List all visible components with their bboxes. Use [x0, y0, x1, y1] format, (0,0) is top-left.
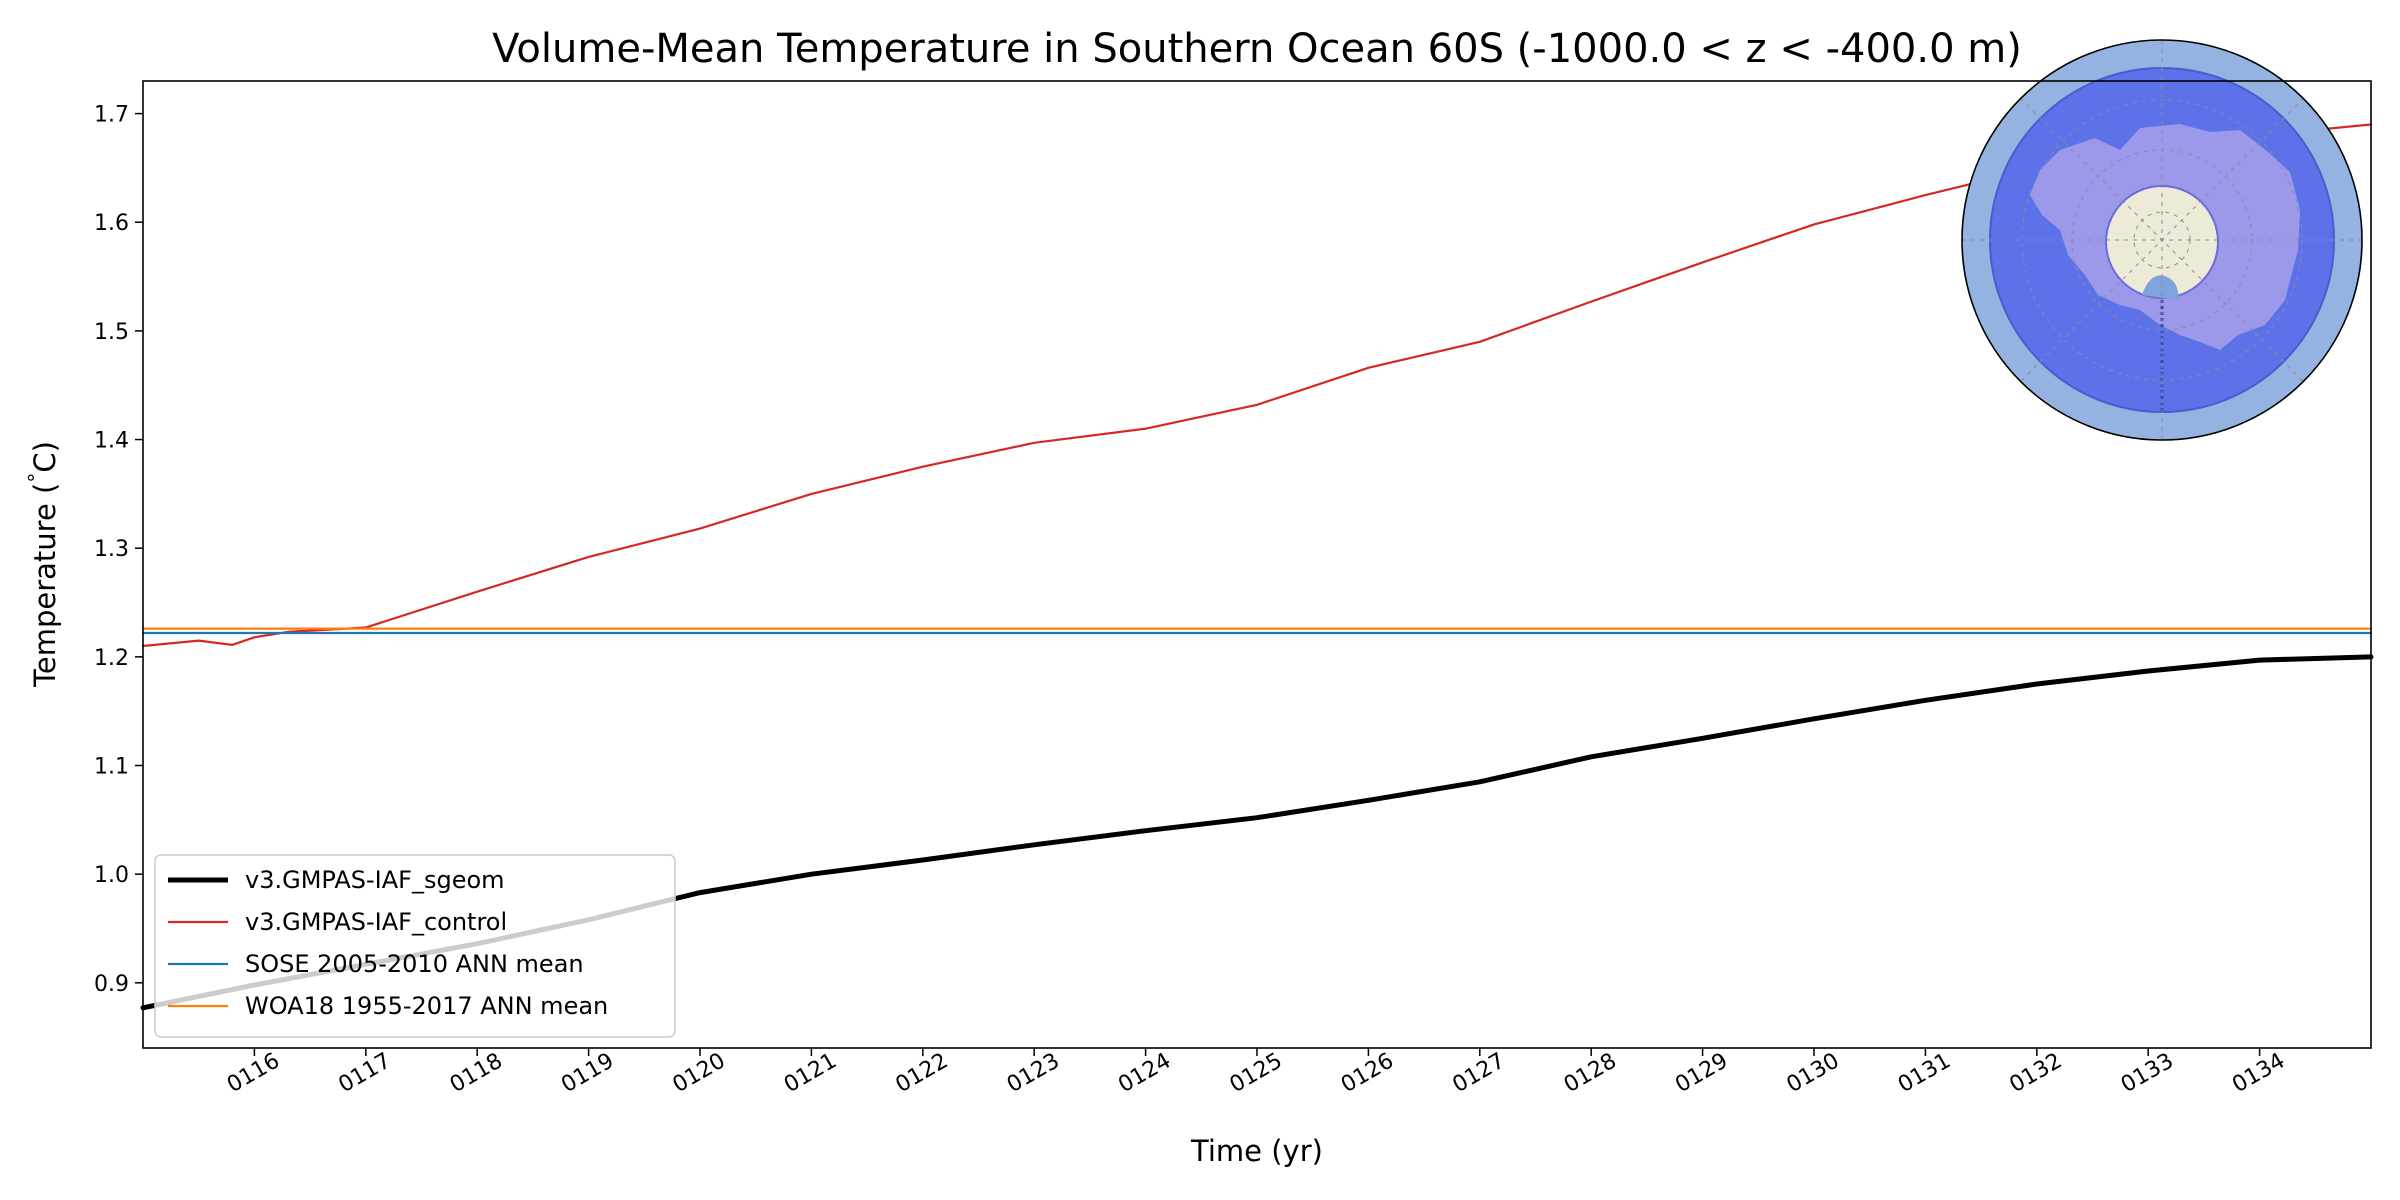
y-axis-label-main: Temperature ( — [28, 483, 62, 688]
x-tick-label: 0134 — [2228, 1048, 2289, 1098]
legend-label: v3.GMPAS-IAF_control — [245, 908, 507, 936]
x-tick-label: 0125 — [1226, 1048, 1287, 1098]
legend-label: SOSE 2005-2010 ANN mean — [245, 950, 584, 978]
x-tick-label: 0128 — [1560, 1048, 1621, 1098]
x-tick-label: 0121 — [780, 1048, 841, 1098]
x-tick-label: 0129 — [1671, 1048, 1732, 1098]
x-tick-label: 0130 — [1783, 1048, 1844, 1098]
x-tick-label: 0116 — [223, 1048, 284, 1098]
y-axis-label: Temperature (°C) — [24, 441, 62, 688]
region-map-inset — [1961, 39, 2363, 441]
x-axis-label: Time (yr) — [1190, 1134, 1323, 1168]
legend: v3.GMPAS-IAF_sgeom v3.GMPAS-IAF_control SO… — [154, 854, 676, 1038]
x-tick-label: 0117 — [334, 1048, 395, 1098]
inset-graticule — [1962, 40, 2362, 440]
x-tick-label: 0132 — [2005, 1048, 2066, 1098]
y-tick-label: 0.9 — [94, 972, 129, 997]
x-tick-label: 0122 — [891, 1048, 952, 1098]
x-tick-label: 0120 — [669, 1048, 730, 1098]
x-tick-label: 0123 — [1003, 1048, 1064, 1098]
y-tick-label: 1.5 — [94, 320, 129, 345]
x-tick-label: 0124 — [1114, 1048, 1175, 1098]
legend-label: v3.GMPAS-IAF_sgeom — [245, 866, 505, 894]
y-tick-label: 1.4 — [94, 429, 129, 454]
y-tick-label: 1.3 — [94, 537, 129, 562]
y-axis-label-degree: ° — [24, 473, 48, 483]
legend-box — [154, 854, 676, 1038]
x-tick-label: 0119 — [557, 1048, 618, 1098]
x-tick-label: 0126 — [1337, 1048, 1398, 1098]
chart-title: Volume-Mean Temperature in Southern Ocea… — [492, 26, 2022, 72]
y-tick-label: 1.7 — [94, 103, 129, 128]
x-tick-label: 0131 — [1894, 1048, 1955, 1098]
y-tick-label: 1.1 — [94, 755, 129, 780]
x-tick-label: 0118 — [446, 1048, 507, 1098]
y-axis-label-unit: C) — [28, 441, 62, 473]
x-tick-label: 0127 — [1448, 1048, 1509, 1098]
y-tick-label: 1.2 — [94, 646, 129, 671]
y-tick-label: 1.0 — [94, 863, 129, 888]
inset-border — [1961, 39, 2363, 441]
legend-label: WOA18 1955-2017 ANN mean — [245, 992, 608, 1020]
inset-shelf — [2142, 275, 2179, 300]
y-tick-label: 1.6 — [94, 211, 129, 236]
x-tick-label: 0133 — [2117, 1048, 2178, 1098]
